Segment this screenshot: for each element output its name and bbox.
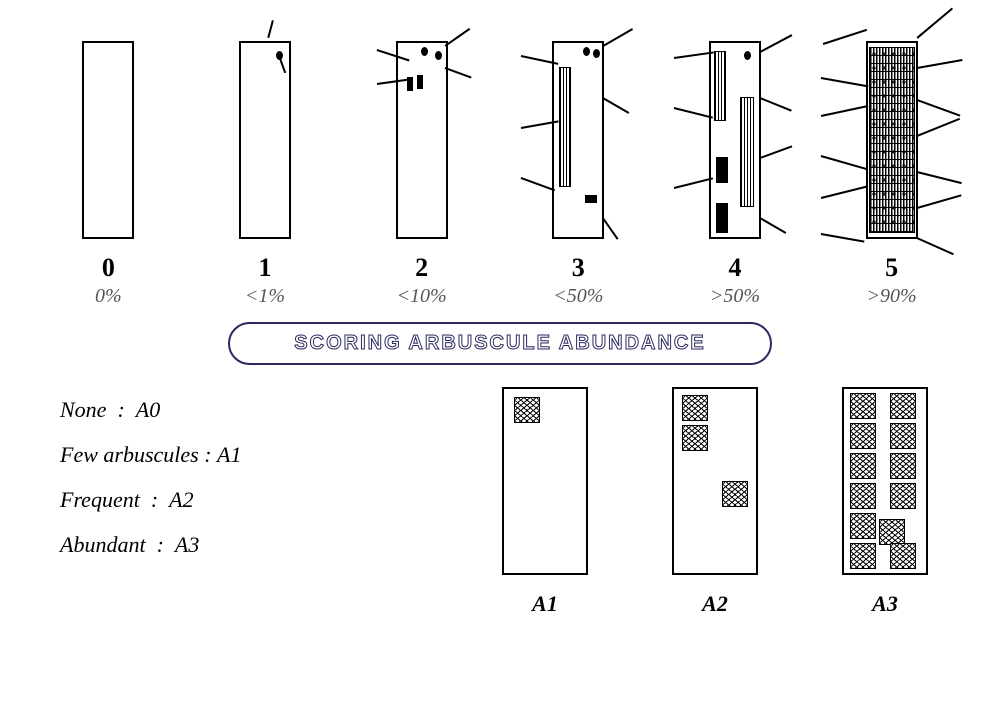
scale-score: 0: [102, 253, 115, 283]
scale-score: 2: [415, 253, 428, 283]
arbuscule-icon: [850, 513, 876, 539]
arbuscule-icon: [514, 397, 540, 423]
arbuscule-rect: [842, 387, 928, 575]
arbuscule-icon: [890, 393, 916, 419]
arbuscule-icon: [890, 543, 916, 569]
arbuscule-icon: [850, 483, 876, 509]
arbuscule-icon: [682, 395, 708, 421]
arbuscule-icon: [890, 483, 916, 509]
scale-percent: <1%: [245, 285, 285, 308]
arbuscule-panel-a2: A2: [672, 387, 758, 617]
scale-score: 3: [572, 253, 585, 283]
scale-cell-4: 4 >50%: [660, 37, 810, 308]
scale-score: 1: [258, 253, 271, 283]
banner-text: SCORING ARBUSCULE ABUNDANCE: [294, 332, 705, 354]
scale-cell-5: 5 >90%: [817, 37, 967, 308]
scale-diagram-2: [347, 37, 497, 247]
arbuscule-panel-row: A1 A2 A3: [460, 387, 970, 617]
scale-percent: <50%: [553, 285, 603, 308]
scale-diagram-5: [817, 37, 967, 247]
legend-line: Frequent : A2: [60, 477, 460, 522]
arbuscule-icon: [682, 425, 708, 451]
arbuscule-label: A1: [532, 591, 558, 617]
legend-line: Few arbuscules : A1: [60, 432, 460, 477]
arbuscule-rect: [672, 387, 758, 575]
arbuscule-icon: [890, 453, 916, 479]
arbuscule-icon: [850, 453, 876, 479]
arbuscule-icon: [850, 423, 876, 449]
scale-score: 4: [728, 253, 741, 283]
arbuscule-rect: [502, 387, 588, 575]
scale-percent: <10%: [397, 285, 447, 308]
scale-cell-3: 3 <50%: [503, 37, 653, 308]
scale-percent: >90%: [867, 285, 917, 308]
legend-line: None : A0: [60, 387, 460, 432]
colonization-scale-row: 0 0% 1 <1%: [30, 18, 970, 308]
scale-score: 5: [885, 253, 898, 283]
arbuscule-icon: [890, 423, 916, 449]
scale-cell-2: 2 <10%: [347, 37, 497, 308]
arbuscule-panel-a1: A1: [502, 387, 588, 617]
arbuscule-icon: [879, 519, 905, 545]
scale-cell-0: 0 0%: [33, 37, 183, 308]
arbuscule-icon: [722, 481, 748, 507]
legend-line: Abundant : A3: [60, 522, 460, 567]
scale-diagram-1: [190, 37, 340, 247]
scale-diagram-4: [660, 37, 810, 247]
arbuscule-icon: [850, 543, 876, 569]
scale-diagram-0: [33, 37, 183, 247]
scale-diagram-3: [503, 37, 653, 247]
section-banner: SCORING ARBUSCULE ABUNDANCE: [228, 322, 771, 365]
arbuscule-label: A2: [702, 591, 728, 617]
scale-percent: 0%: [95, 285, 122, 308]
arbuscule-panel-a3: A3: [842, 387, 928, 617]
scale-cell-1: 1 <1%: [190, 37, 340, 308]
arbuscule-legend: None : A0 Few arbuscules : A1 Frequent :…: [30, 387, 460, 617]
arbuscule-icon: [850, 393, 876, 419]
scale-percent: >50%: [710, 285, 760, 308]
arbuscule-label: A3: [872, 591, 898, 617]
